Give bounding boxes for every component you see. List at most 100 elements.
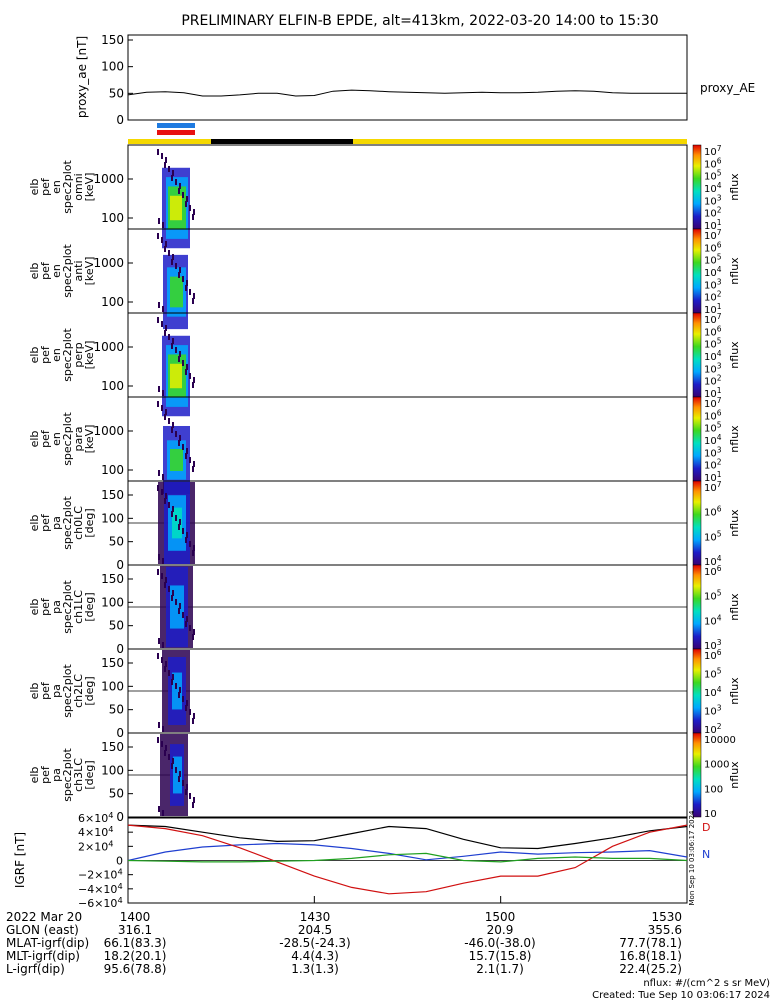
spectrogram-frame: [127, 396, 688, 482]
epd-state-bar: [157, 130, 195, 135]
spectrogram-flux-pixel: [182, 780, 184, 786]
spectrogram-flux-pixel: [165, 661, 167, 667]
spectrogram-flux-pixel: [178, 356, 180, 362]
spectrogram-flux-pixel: [179, 771, 181, 777]
spectrogram-label-text: en: [50, 264, 63, 278]
igrf-lines: [127, 824, 688, 895]
colorbar-tick-label: 104: [704, 349, 722, 363]
spectrogram-label-text: elb: [28, 347, 41, 364]
colorbar-tick-label: 102: [704, 458, 722, 472]
colorbar-tick-label: 103: [704, 277, 722, 291]
proxy-ae-ytick-label: 0: [116, 113, 124, 127]
spectrogram-flux-pixel: [193, 545, 195, 551]
spectrogram-label-text: ch3LC: [72, 758, 85, 792]
spectrogram-label-line: [keV]: [83, 425, 96, 454]
spectrogram-label-line: pa: [50, 516, 63, 530]
ephemeris-value: 2.1(1.7): [476, 962, 524, 976]
spectrogram-flux-pixel: [193, 461, 195, 467]
spectrogram-label-text: spec2plot: [61, 664, 74, 718]
spectrogram-flux-pixel: [185, 201, 187, 207]
spectrogram-flux-pixel: [164, 666, 166, 672]
spectrogram-flux-pixel: [186, 616, 188, 622]
ephemeris-value: 1.3(1.3): [291, 962, 339, 976]
spectrogram-flux-pixel: [179, 351, 181, 357]
colorbar-tick-label: 10: [704, 809, 717, 820]
igrf-ytick-label: 2×104: [78, 838, 113, 853]
spectrogram-flux-pixel: [165, 409, 167, 415]
spectrogram-label-line: pef: [39, 681, 52, 700]
spectrogram-flux-pixel: [192, 802, 194, 808]
spectrogram-flux-blob: [172, 672, 182, 710]
spectrogram-flux-pixel: [172, 338, 174, 344]
igrf-ytick-label: −4×104: [78, 881, 123, 896]
igrf-ytick-label: 4×104: [78, 824, 113, 839]
spectrogram-label-line: elb: [28, 431, 41, 448]
spectrogram-label-text: en: [50, 180, 63, 194]
spectrogram-label-line: [deg]: [83, 508, 96, 537]
ephemeris-value: 20.9: [487, 923, 514, 937]
spectrogram-flux-pixel: [171, 763, 173, 769]
spectrogram-label-line: ch2LC: [72, 674, 85, 708]
spectrogram-label-text: spec2plot: [61, 748, 74, 802]
spectrogram-flux-pixel: [178, 608, 180, 614]
colorbar-label-rot: nflux: [728, 341, 741, 369]
colorbar-tick-label: 101: [704, 302, 722, 316]
spectrogram-flux-pixel: [186, 700, 188, 706]
colorbar-tick-label: 105: [704, 253, 722, 267]
spectrogram-label-text: elb: [28, 179, 41, 196]
spectrogram-ytick-label: 100: [101, 595, 124, 609]
spectrogram-flux-pixel: [179, 687, 181, 693]
spectrogram-flux-pixel: [192, 382, 194, 388]
spectrogram-ytick-label: 150: [101, 572, 124, 586]
colorbar: [692, 564, 702, 650]
spectrogram-label-line: pa: [50, 684, 63, 698]
colorbar-label: nflux: [728, 677, 741, 705]
spectrogram-flux-pixel: [189, 289, 191, 295]
footer-units: nflux: #/(cm^2 s sr MeV): [643, 978, 770, 989]
spectrogram-label-line: spec2plot: [61, 496, 74, 550]
spectrogram-flux-pixel: [165, 745, 167, 751]
proxy-ae-panel: proxy_ae [nT] 150 100 50 0 proxy_AE: [75, 33, 755, 127]
spectrogram-ytick-label: 100: [101, 379, 124, 393]
spectrogram-flux-pixel: [158, 722, 160, 728]
colorbar-tick-label: 102: [704, 374, 722, 388]
spectrogram-flux-pixel: [186, 280, 188, 286]
spectrogram-flux-pixel: [179, 519, 181, 525]
colorbar-label-rot: nflux: [728, 677, 741, 705]
colorbar-tick-label: 104: [704, 613, 722, 627]
spectrogram-flux-pixel: [175, 431, 177, 437]
colorbar-tick-label: 105: [704, 337, 722, 351]
spectrogram-label-line: spec2plot: [61, 748, 74, 802]
colorbar-tick-label: 106: [704, 156, 722, 170]
spectrogram-ytick-label: 1000: [93, 256, 124, 270]
igrf-series-line-2: [127, 824, 688, 895]
spectrogram-panel-2: elbpefenspec2plotperp[keV]10001001071061…: [28, 312, 741, 417]
spectrogram-flux-pixel: [186, 448, 188, 454]
spectrogram-label-text: pa: [50, 516, 63, 530]
spectrogram-flux-pixel: [179, 267, 181, 273]
spectrogram-label-line: elb: [28, 179, 41, 196]
spectrogram-flux-pixel: [179, 435, 181, 441]
colorbar-label: nflux: [728, 257, 741, 285]
ephemeris-row-label: MLAT-igrf(dip): [6, 936, 89, 950]
spectrogram-flux-pixel: [189, 541, 191, 547]
spectrogram-flux-blob: [170, 585, 184, 629]
igrf-ytick-label: −6×104: [78, 895, 123, 910]
spectrogram-label-line: pef: [39, 597, 52, 616]
spectrogram-flux-blob: [170, 363, 182, 389]
colorbar-tick-label: 106: [704, 240, 722, 254]
spectrogram-flux-pixel: [168, 166, 170, 172]
spectrogram-ytick-label: 100: [101, 679, 124, 693]
colorbar: [692, 144, 702, 230]
spectrogram-flux-pixel: [162, 222, 164, 228]
spectrogram-label-text: [keV]: [83, 257, 96, 286]
spectrogram-flux-pixel: [185, 789, 187, 795]
spectrogram-ytick-label: 50: [109, 787, 124, 801]
spectrogram-ytick-label: 0: [116, 726, 124, 740]
igrf-ytick-label: −2×104: [78, 867, 123, 882]
colorbar-tick-label: 107: [704, 312, 722, 326]
spectrogram-flux-pixel: [186, 196, 188, 202]
spectrogram-flux-pixel: [157, 653, 159, 659]
spectrogram-label-text: spec2plot: [61, 328, 74, 382]
ephemeris-value: 1530: [651, 910, 682, 924]
